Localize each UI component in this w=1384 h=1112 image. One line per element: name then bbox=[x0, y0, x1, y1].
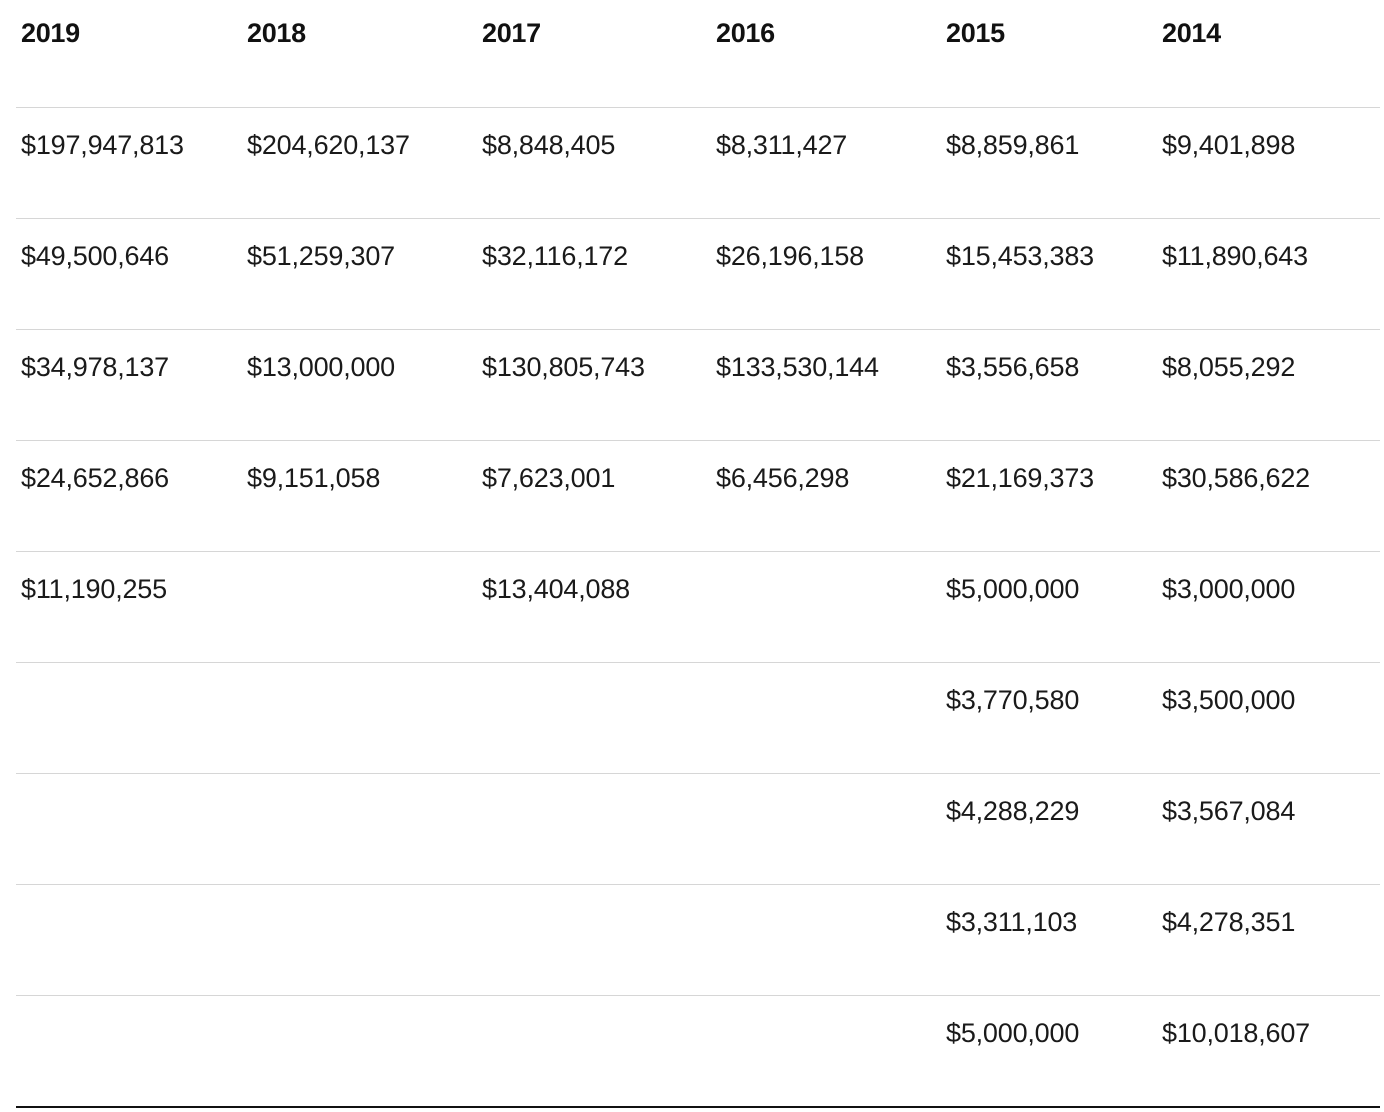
table-header-row: 2019 2018 2017 2016 2015 2014 bbox=[16, 0, 1380, 108]
table-cell: $133,530,144 bbox=[716, 352, 879, 382]
table-cell: $6,456,298 bbox=[716, 463, 850, 493]
table-cell: $9,151,058 bbox=[247, 463, 381, 493]
table-cell: $204,620,137 bbox=[247, 130, 410, 160]
table-cell: $3,500,000 bbox=[1162, 685, 1296, 715]
table-cell: $49,500,646 bbox=[21, 241, 169, 271]
table-cell: $21,169,373 bbox=[946, 463, 1094, 493]
table-cell: $3,311,103 bbox=[946, 907, 1078, 937]
table-row: $3,770,580 $3,500,000 bbox=[16, 663, 1380, 774]
column-header-2019: 2019 bbox=[21, 18, 80, 48]
table-cell: $24,652,866 bbox=[21, 463, 169, 493]
table-cell: $3,567,084 bbox=[1162, 796, 1296, 826]
column-header-2016: 2016 bbox=[716, 18, 775, 48]
table-cell: $7,623,001 bbox=[482, 463, 616, 493]
table-cell: $9,401,898 bbox=[1162, 130, 1296, 160]
table-cell: $8,848,405 bbox=[482, 130, 616, 160]
table-cell: $34,978,137 bbox=[21, 352, 169, 382]
table-cell: $11,890,643 bbox=[1162, 241, 1308, 271]
table-cell: $15,453,383 bbox=[946, 241, 1094, 271]
table-cell: $197,947,813 bbox=[21, 130, 184, 160]
table-cell: $11,190,255 bbox=[21, 574, 167, 604]
column-header-2014: 2014 bbox=[1162, 18, 1221, 48]
table-row: $4,288,229 $3,567,084 bbox=[16, 774, 1380, 885]
table-cell: $30,586,622 bbox=[1162, 463, 1310, 493]
table-cell: $3,000,000 bbox=[1162, 574, 1296, 604]
yearly-amounts-table: 2019 2018 2017 2016 2015 2014 $197,947,8… bbox=[16, 0, 1380, 1108]
table-cell: $8,311,427 bbox=[716, 130, 848, 160]
table-row: $3,311,103 $4,278,351 bbox=[16, 885, 1380, 996]
table-cell: $51,259,307 bbox=[247, 241, 395, 271]
table-row: $11,190,255 $13,404,088 $5,000,000 $3,00… bbox=[16, 552, 1380, 663]
table-cell: $3,556,658 bbox=[946, 352, 1080, 382]
table-row: $49,500,646 $51,259,307 $32,116,172 $26,… bbox=[16, 219, 1380, 330]
table-cell: $3,770,580 bbox=[946, 685, 1080, 715]
table-row: $24,652,866 $9,151,058 $7,623,001 $6,456… bbox=[16, 441, 1380, 552]
table-cell: $8,055,292 bbox=[1162, 352, 1296, 382]
column-header-2017: 2017 bbox=[482, 18, 541, 48]
table-cell: $8,859,861 bbox=[946, 130, 1080, 160]
table-row: $5,000,000 $10,018,607 bbox=[16, 996, 1380, 1108]
table-row: $34,978,137 $13,000,000 $130,805,743 $13… bbox=[16, 330, 1380, 441]
table-cell: $4,278,351 bbox=[1162, 907, 1296, 937]
column-header-2018: 2018 bbox=[247, 18, 306, 48]
table-cell: $26,196,158 bbox=[716, 241, 864, 271]
table-row: $197,947,813 $204,620,137 $8,848,405 $8,… bbox=[16, 108, 1380, 219]
table-cell: $5,000,000 bbox=[946, 574, 1080, 604]
table-cell: $4,288,229 bbox=[946, 796, 1080, 826]
table-cell: $13,404,088 bbox=[482, 574, 630, 604]
table-cell: $10,018,607 bbox=[1162, 1018, 1310, 1048]
table-cell: $13,000,000 bbox=[247, 352, 395, 382]
table-cell: $5,000,000 bbox=[946, 1018, 1080, 1048]
table-cell: $32,116,172 bbox=[482, 241, 628, 271]
column-header-2015: 2015 bbox=[946, 18, 1005, 48]
table-cell: $130,805,743 bbox=[482, 352, 645, 382]
